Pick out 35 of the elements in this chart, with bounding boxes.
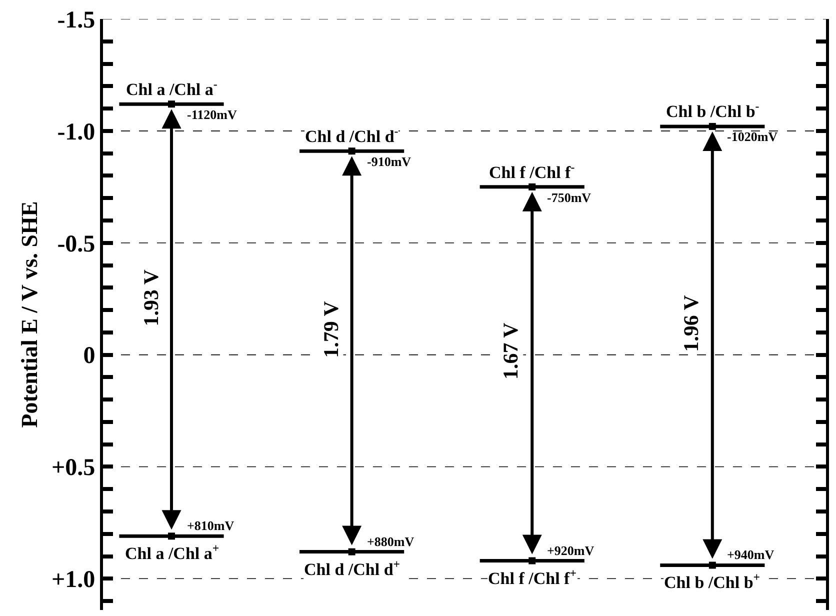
y-tick-label: -1.5	[57, 7, 96, 34]
y-tick-label: -1.0	[57, 119, 96, 146]
annotation: Chl a /Chl a$^{-}$	[126, 77, 218, 100]
annotation: -910mV	[367, 154, 412, 169]
point	[168, 100, 176, 108]
annotation: +940mV	[727, 547, 775, 562]
annotation: 1.93 V	[138, 269, 163, 326]
annotation: -1120mV	[187, 107, 238, 122]
point	[348, 548, 356, 556]
point	[528, 557, 536, 564]
point	[168, 532, 176, 540]
point	[708, 122, 716, 130]
annotation: Chl b /Chl b$^{+}$	[664, 570, 760, 592]
annotation: +880mV	[367, 534, 415, 549]
annotation: Chl d /Chl d$^{-}$	[305, 124, 398, 146]
annotation: Chl d /Chl d$^{+}$	[304, 557, 400, 580]
annotation: +920mV	[547, 543, 595, 558]
y-tick-label: -0.5	[57, 231, 96, 258]
annotation: Chl f /Chl f$^{+}$	[488, 566, 577, 588]
point	[348, 148, 356, 155]
y-tick-label: 0	[83, 343, 96, 370]
annotation: 1.96 V	[678, 295, 703, 352]
annotation: 1.79 V	[318, 301, 343, 358]
annotation: 1.67 V	[498, 322, 523, 380]
y-tick-label: +0.5	[52, 455, 96, 482]
annotation: -750mV	[547, 190, 592, 205]
annotation: -1020mV	[727, 129, 778, 144]
annotation: Chl f /Chl f$^{-}$	[489, 160, 575, 182]
y-axis-title: Potential E / V vs. SHE	[16, 201, 42, 428]
point	[708, 562, 716, 569]
annotation: Chl b /Chl b$^{-}$	[666, 99, 760, 122]
annotation: Chl a /Chl a$^{+}$	[125, 541, 220, 564]
y-tick-label: +1.0	[52, 567, 96, 594]
point	[528, 183, 536, 190]
annotation: +810mV	[187, 518, 235, 533]
